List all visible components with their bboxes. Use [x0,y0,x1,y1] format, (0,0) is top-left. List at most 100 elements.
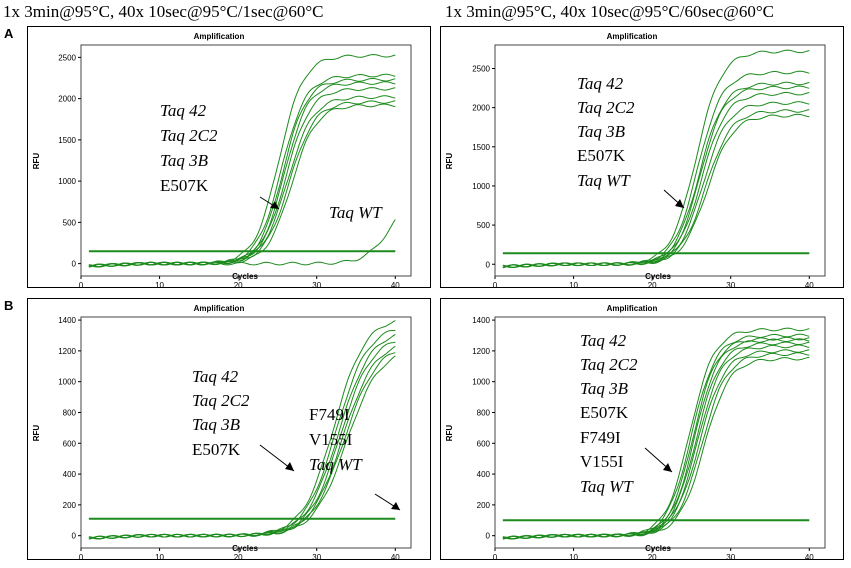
y-tick-label: 600 [477,439,491,448]
y-tick-label: 2000 [58,95,76,104]
chart-panel-b-left: Amplification RFU Cycles 0 10 20 30 40020040… [27,298,431,560]
annotation-label: Taq 42 [192,367,239,386]
x-axis-label: Cycles [232,272,258,281]
y-tick-label: 800 [63,408,77,417]
x-tick-label: 20 [234,281,243,288]
y-tick-label: 1000 [58,177,76,186]
column-title-right: 1x 3min@95°C, 40x 10sec@95°C/60sec@60°C [445,2,774,21]
x-tick-label: 0 [493,553,498,560]
annotation-label: F749I [309,405,350,424]
column-title-left: 1x 3min@95°C, 40x 10sec@95°C/1sec@60°C [3,2,324,21]
y-tick-label: 0 [72,260,77,269]
x-tick-label: 20 [648,281,657,288]
y-tick-label: 2500 [58,53,76,62]
annotation-label: Taq 42 [160,101,207,120]
y-tick-label: 600 [63,439,77,448]
amplification-curve [88,355,396,540]
y-tick-label: 1400 [58,316,76,325]
chart-title: Amplification [607,32,658,41]
annotation-label: E507K [577,146,626,165]
amplification-curve [502,352,810,540]
y-tick-label: 1000 [472,182,490,191]
plot-area [494,44,826,277]
y-tick-label: 200 [63,501,77,510]
x-tick-label: 30 [312,553,321,560]
annotation-arrow [259,196,280,210]
annotation-label: Taq 2C2 [580,355,638,374]
chart-panel-b-right: Amplification RFU Cycles 0 10 20 30 40020040… [440,298,844,560]
y-axis-label: RFU [445,425,454,442]
x-tick-label: 40 [391,281,400,288]
x-tick-label: 10 [569,553,578,560]
chart-panel-a-right: Amplification RFU Cycles 0 10 20 30 40 0 500 10… [440,26,844,288]
annotation-wt-label: Taq WT [580,477,634,496]
chart-title: Amplification [194,32,245,41]
annotation-label: Taq 3B [580,379,629,398]
x-tick-label: 10 [569,281,578,288]
annotation-label: Taq 2C2 [160,126,218,145]
annotation-label: Taq 3B [160,151,209,170]
y-tick-label: 0 [72,532,77,541]
annotation-wt-label: Taq WT [309,455,363,474]
y-tick-label: 0 [486,532,491,541]
y-tick-label: 1000 [58,378,76,387]
y-tick-label: 1200 [472,347,490,356]
y-tick-label: 500 [477,221,491,230]
amplification-curve [88,352,396,540]
annotation-label: E507K [192,440,241,459]
annotation-label: Taq 42 [580,331,627,350]
annotation-label: Taq 42 [577,74,624,93]
y-tick-label: 1200 [58,347,76,356]
chart-panel-a-left: Amplification RFU Cycles 0 10 20 30 40 0 500 10… [27,26,431,288]
amplification-curve [502,356,810,540]
annotation-label: Taq 3B [192,415,241,434]
chart-title: Amplification [194,304,245,313]
y-tick-label: 500 [63,218,77,227]
plot-area [80,316,412,549]
annotation-label: Taq 2C2 [577,98,635,117]
annotation-arrow [644,447,673,473]
x-tick-label: 20 [234,553,243,560]
x-tick-label: 40 [391,553,400,560]
x-tick-label: 10 [155,553,164,560]
amplification-curve [88,219,396,268]
annotation-label: F749I [580,428,621,447]
plot-area [494,316,826,549]
y-tick-label: 1400 [472,316,490,325]
chart-title: Amplification [607,304,658,313]
x-tick-label: 40 [805,281,814,288]
annotation-arrow-wt [374,493,401,511]
y-axis-label: RFU [32,153,41,170]
annotation-label: Taq 2C2 [192,391,250,410]
y-axis-label: RFU [32,425,41,442]
x-tick-label: 0 [79,553,84,560]
y-tick-label: 2000 [472,104,490,113]
amplification-curve [502,113,810,268]
row-label-b: B [4,298,14,313]
plot-area [80,44,412,277]
y-tick-label: 2500 [472,64,490,73]
x-tick-label: 40 [805,553,814,560]
x-tick-label: 30 [726,281,735,288]
x-axis-label: Cycles [645,272,671,281]
annotation-arrow [663,189,685,209]
y-tick-label: 400 [63,470,77,479]
annotation-arrow [259,444,295,472]
y-tick-label: 1000 [472,378,490,387]
y-tick-label: 1500 [58,136,76,145]
x-tick-label: 20 [648,553,657,560]
row-label-a: A [4,26,14,41]
y-tick-label: 400 [477,470,491,479]
x-tick-label: 10 [155,281,164,288]
x-tick-label: 0 [493,281,498,288]
y-tick-label: 1500 [472,143,490,152]
x-tick-label: 30 [726,553,735,560]
annotation-label: E507K [160,176,209,195]
x-axis-label: Cycles [232,544,258,553]
annotation-label: Taq 3B [577,122,626,141]
y-tick-label: 0 [486,260,491,269]
y-tick-label: 200 [477,501,491,510]
x-tick-label: 30 [312,281,321,288]
annotation-label: V155I [309,430,353,449]
annotation-label: V155I [580,452,624,471]
